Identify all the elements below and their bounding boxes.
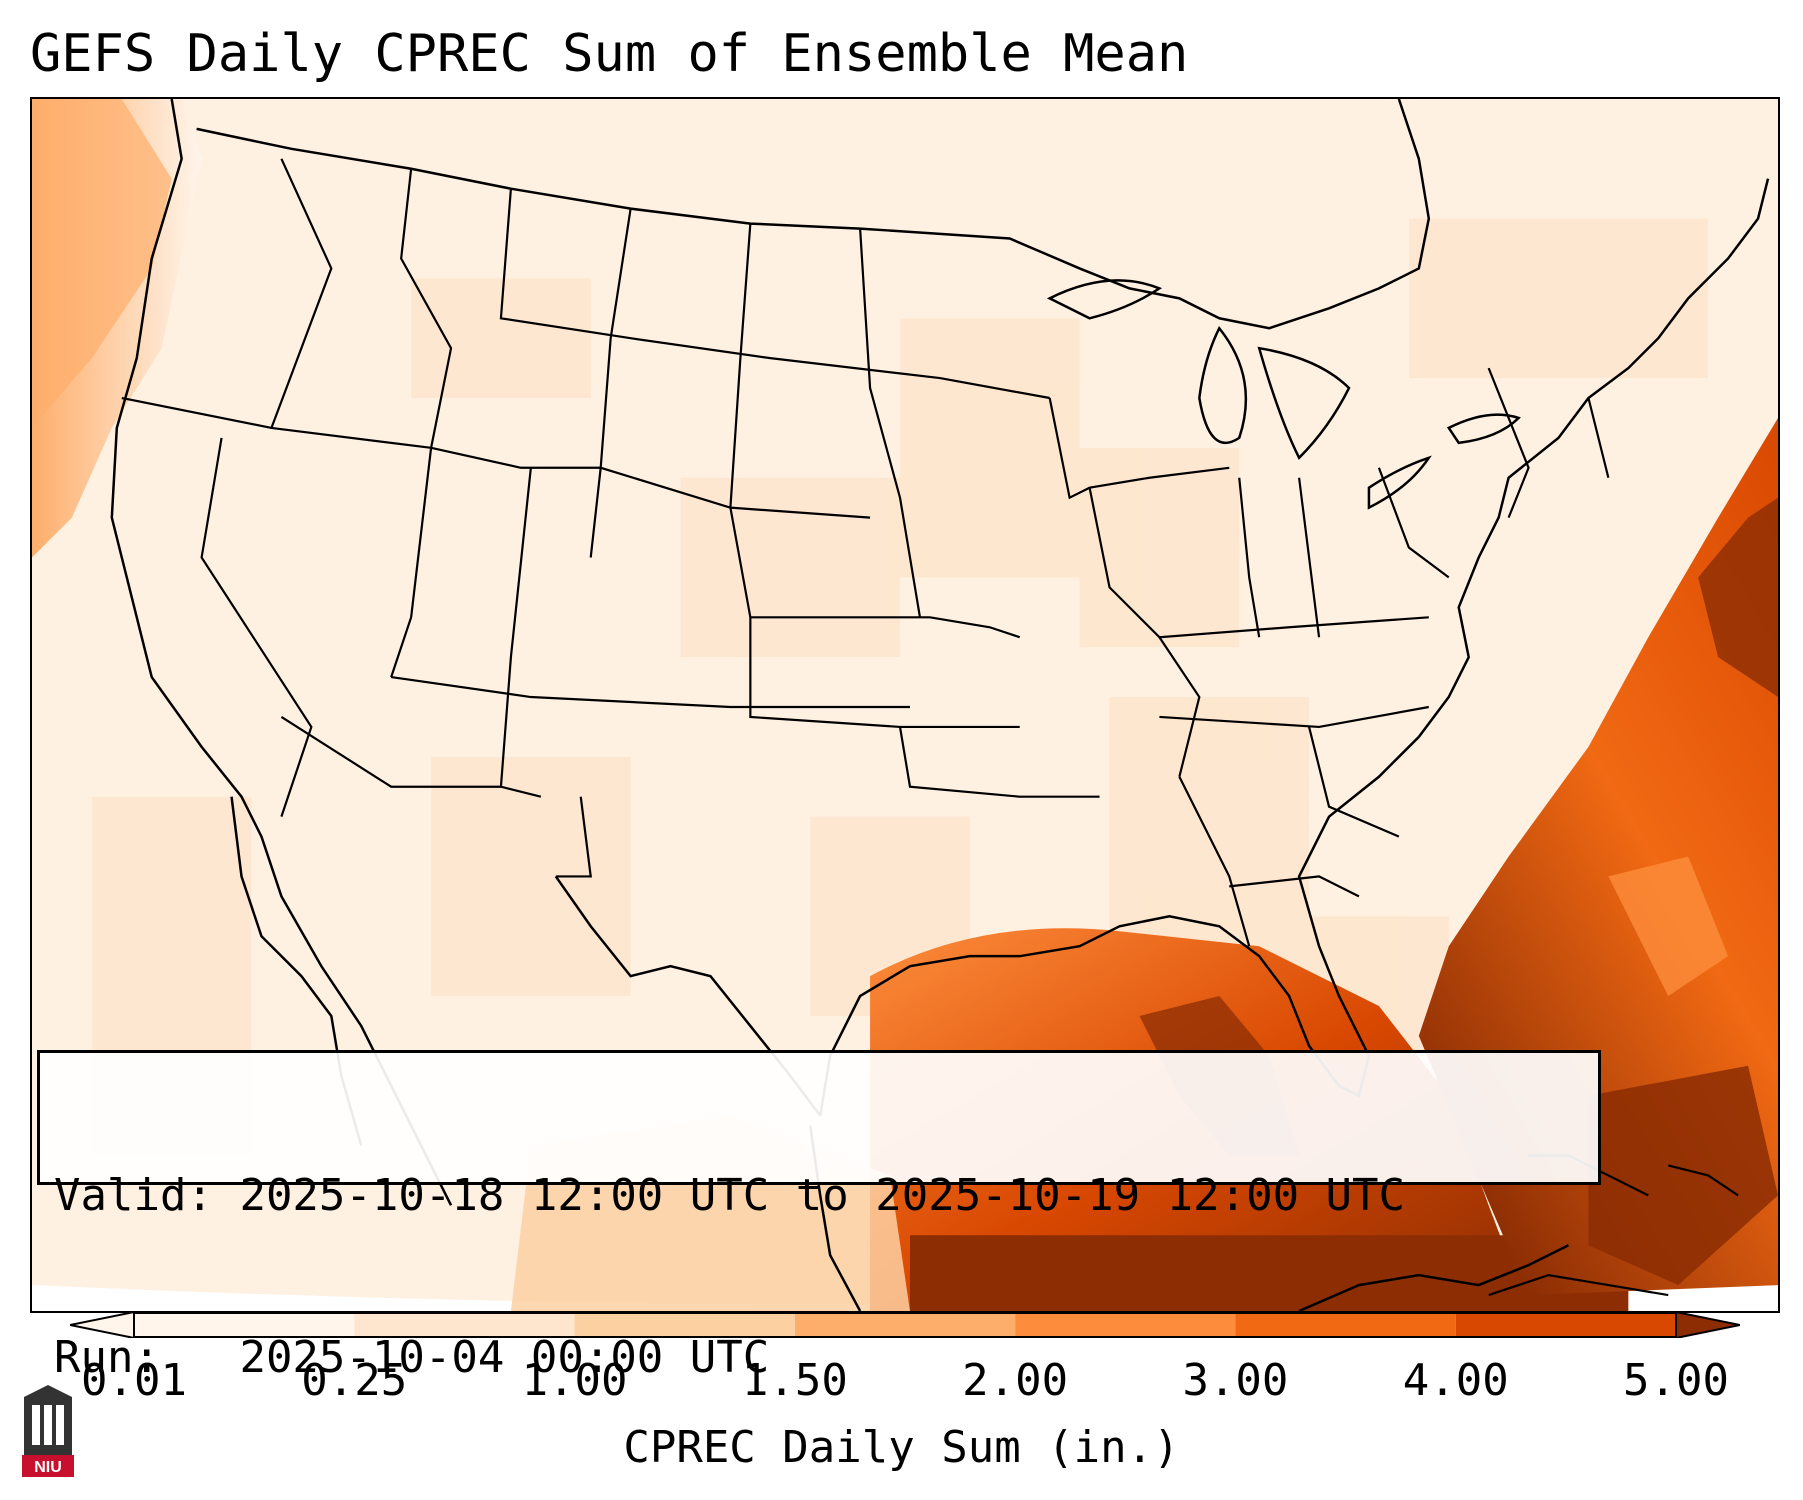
colorbar-segment	[1015, 1312, 1236, 1338]
colorbar-segment	[134, 1312, 355, 1338]
niu-logo: NIU	[22, 1385, 74, 1477]
precip-gulf-south	[909, 1235, 1629, 1311]
valid-label: Valid:	[54, 1170, 213, 1221]
colorbar-segment	[1235, 1312, 1456, 1338]
colorbar-tick-label: 4.00	[1402, 1355, 1509, 1406]
map-panel	[30, 97, 1780, 1313]
colorbar-extend-high	[1675, 1312, 1740, 1338]
precip-atlantic-light	[1608, 856, 1729, 997]
valid-value: 2025-10-18 12:00 UTC to 2025-10-19 12:00…	[239, 1170, 1406, 1221]
precip-light-patches	[91, 218, 1709, 1156]
precip-pacific-core	[32, 99, 172, 428]
map-title: GEFS Daily CPREC Sum of Ensemble Mean	[30, 24, 1189, 84]
colorbar-tick-label: 5.00	[1623, 1355, 1729, 1406]
colorbar-tick-label: 0.01	[81, 1355, 187, 1406]
colorbar-label: CPREC Daily Sum (in.)	[623, 1422, 1180, 1473]
run-line: Run: 2025-10-04 00:00 UTC	[54, 1331, 1584, 1385]
colorbar-extend-low	[70, 1312, 135, 1338]
colorbar	[70, 1312, 1740, 1338]
colorbar-tick-label: 3.00	[1182, 1355, 1289, 1406]
us-coastline	[110, 99, 1770, 1206]
colorbar-segment	[574, 1312, 795, 1338]
colorbar-segment	[794, 1312, 1016, 1338]
colorbar-tick-label: 1.00	[521, 1355, 628, 1406]
precip-bahamas-core	[1588, 1065, 1778, 1286]
precip-map	[32, 99, 1778, 1311]
run-label: Run:	[54, 1332, 160, 1383]
colorbar-tick-label: 1.50	[741, 1355, 848, 1406]
valid-line: Valid: 2025-10-18 12:00 UTC to 2025-10-1…	[54, 1169, 1584, 1223]
colorbar-outline	[133, 1312, 1677, 1338]
valid-time-box: Valid: 2025-10-18 12:00 UTC to 2025-10-1…	[37, 1050, 1601, 1383]
great-lakes	[1046, 279, 1521, 510]
colorbar-tick-label: 2.00	[962, 1355, 1069, 1406]
precip-atlantic-core	[1698, 497, 1778, 698]
colorbar-tick-label: 0.25	[301, 1355, 408, 1406]
run-value: 2025-10-04 00:00 UTC	[239, 1332, 770, 1383]
state-borders	[121, 158, 1610, 947]
logo-text: NIU	[34, 1459, 62, 1476]
colorbar-segment	[354, 1312, 575, 1338]
colorbar-segment	[1455, 1312, 1676, 1338]
